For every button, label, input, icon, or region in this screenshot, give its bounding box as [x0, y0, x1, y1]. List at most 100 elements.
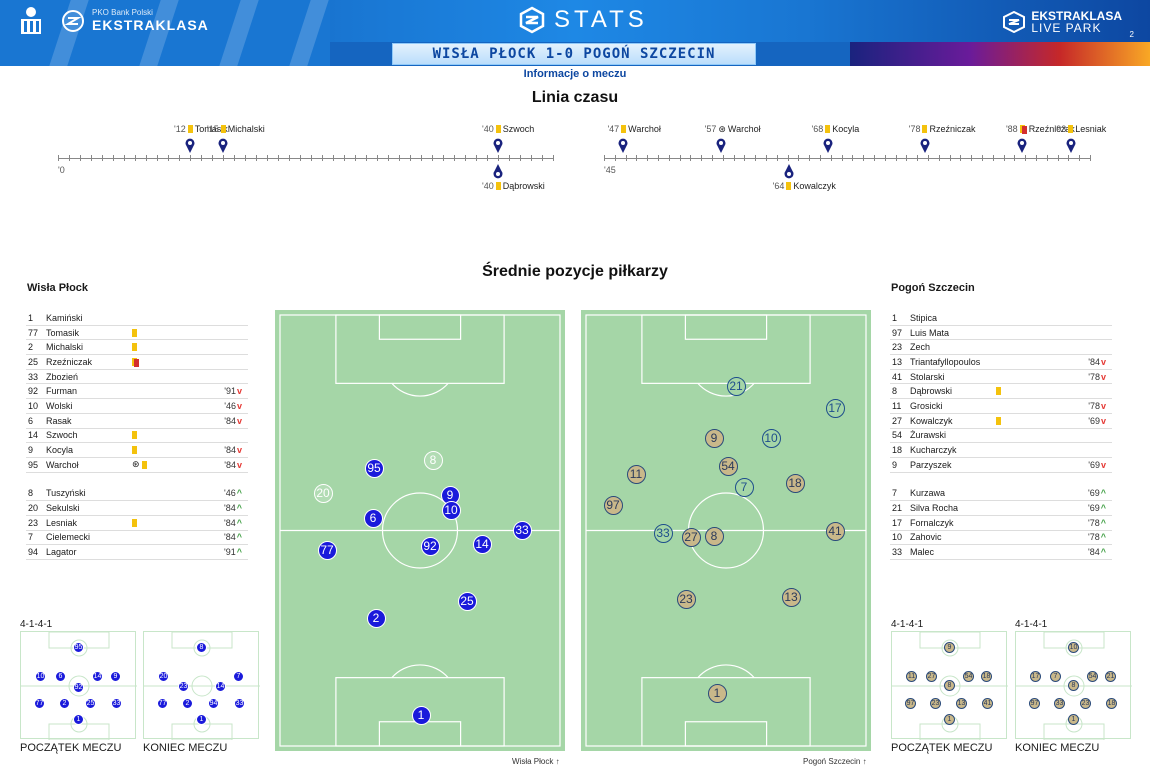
substitution-minute: '84 ^	[1066, 547, 1106, 557]
player-number: 95	[28, 459, 39, 470]
player-number: 14	[28, 430, 39, 441]
squad-row[interactable]: 17 Fornalczyk '78 ^	[890, 516, 1112, 531]
timeline-away-event-pin[interactable]	[784, 164, 794, 179]
player-position-marker[interactable]: 95	[364, 458, 384, 478]
timeline-home-event-pin[interactable]	[493, 138, 503, 153]
substitution-time: '69	[1088, 459, 1100, 470]
player-position-marker[interactable]: 41	[825, 521, 845, 541]
timeline-home-event-pin[interactable]	[218, 138, 228, 153]
squad-row[interactable]: 41 Stolarski '78 v	[890, 370, 1112, 385]
player-position-marker[interactable]: 10	[441, 500, 461, 520]
squad-row[interactable]: 14 Szwoch	[26, 429, 248, 444]
squad-row[interactable]: 11 Grosicki '78 v	[890, 399, 1112, 414]
player-position-marker[interactable]: 11	[626, 464, 646, 484]
player-position-marker[interactable]: 17	[825, 398, 845, 418]
squad-row[interactable]: 10 Zahovic '78 ^	[890, 531, 1112, 546]
squad-row[interactable]: 6 Rasak '84 v	[26, 414, 248, 429]
squad-row[interactable]: 77 Tomasik	[26, 326, 248, 341]
player-number: 27	[892, 415, 903, 426]
squad-row[interactable]: 8 Tuszyński '46 ^	[26, 487, 248, 502]
squad-row[interactable]: 10 Wolski '46 v	[26, 399, 248, 414]
timeline-tick	[520, 155, 521, 161]
player-number: 8	[892, 386, 898, 397]
squad-row[interactable]: 97 Luis Mata	[890, 326, 1112, 341]
match-info-link[interactable]: Informacje o meczu	[523, 68, 627, 80]
player-position-marker[interactable]: 9	[704, 428, 724, 448]
event-minute: '57	[704, 124, 717, 134]
timeline-tick	[388, 155, 389, 161]
squad-row[interactable]: 8 Dąbrowski	[890, 384, 1112, 400]
timeline-axis-first-half	[58, 158, 553, 159]
player-position-marker[interactable]: 18	[785, 473, 805, 493]
event-player-name: Michalski	[227, 124, 265, 134]
player-position-marker[interactable]: 7	[734, 477, 754, 497]
yellow-card-icon	[220, 125, 226, 133]
squad-row[interactable]: 25 Rzeźniczak	[26, 355, 248, 370]
player-position-marker[interactable]: 1	[707, 683, 727, 703]
squad-row[interactable]: 7 Cielemecki '84 ^	[26, 531, 248, 546]
mini-player-marker: 33	[234, 698, 245, 709]
squad-row[interactable]: 9 Kocyla '84 v	[26, 443, 248, 458]
timeline-home-event-pin[interactable]	[823, 138, 833, 153]
player-position-marker[interactable]: 20	[313, 483, 333, 503]
player-position-marker[interactable]: 21	[726, 376, 746, 396]
timeline-home-event-pin[interactable]	[1017, 138, 1027, 153]
sub-out-arrow-icon: v	[1100, 415, 1106, 426]
timeline-tick	[874, 155, 875, 161]
player-position-marker[interactable]: 92	[420, 536, 440, 556]
squad-row[interactable]: 54 Żurawski	[890, 429, 1112, 444]
player-position-marker[interactable]: 13	[781, 587, 801, 607]
timeline-home-event-pin[interactable]	[920, 138, 930, 153]
player-position-marker[interactable]: 77	[317, 540, 337, 560]
player-position-marker[interactable]: 14	[472, 534, 492, 554]
squad-row[interactable]: 95 Warchoł ⊛ '84 v	[26, 458, 248, 473]
squad-row[interactable]: 1 Kamiński	[26, 311, 248, 326]
squad-row[interactable]: 33 Malec '84 ^	[890, 545, 1112, 560]
player-position-marker[interactable]: 54	[718, 456, 738, 476]
player-position-marker[interactable]: 97	[603, 495, 623, 515]
squad-row[interactable]: 21 Silva Rocha '69 ^	[890, 501, 1112, 516]
player-position-marker[interactable]: 23	[676, 589, 696, 609]
squad-row[interactable]: 33 Zbozień	[26, 370, 248, 385]
squad-row[interactable]: 23 Lesniak '84 ^	[26, 516, 248, 531]
timeline-home-event-pin[interactable]	[618, 138, 628, 153]
player-position-marker[interactable]: 27	[681, 527, 701, 547]
event-player-name: Tomasik	[194, 124, 228, 134]
home-caption-start: POCZĄTEK MECZU	[20, 742, 122, 754]
squad-row[interactable]: 20 Sekulski '84 ^	[26, 501, 248, 516]
player-position-marker[interactable]: 6	[363, 508, 383, 528]
squad-row[interactable]: 9 Parzyszek '69 v	[890, 458, 1112, 473]
squad-row[interactable]: 7 Kurzawa '69 ^	[890, 487, 1112, 502]
timeline-home-event-label: '68 Kocyla	[812, 124, 860, 134]
squad-row[interactable]: 27 Kowalczyk '69 v	[890, 414, 1112, 429]
squad-row[interactable]: 92 Furman '91 v	[26, 384, 248, 400]
player-position-marker[interactable]: 2	[366, 608, 386, 628]
squad-row[interactable]: 94 Lagator '91 ^	[26, 545, 248, 560]
squad-row[interactable]: 18 Kucharczyk	[890, 443, 1112, 458]
player-position-marker[interactable]: 33	[512, 520, 532, 540]
timeline-tick	[766, 155, 767, 161]
player-position-marker[interactable]: 8	[704, 526, 724, 546]
player-name: Grosicki	[910, 400, 943, 411]
player-position-marker[interactable]: 10	[761, 428, 781, 448]
player-position-marker[interactable]: 8	[423, 450, 443, 470]
player-position-marker[interactable]: 1	[411, 705, 431, 725]
player-name: Fornalczyk	[910, 517, 954, 528]
event-player-name: Kocyla	[832, 124, 860, 134]
player-number: 2	[28, 342, 34, 353]
timeline-home-event-pin[interactable]	[185, 138, 195, 153]
substitution-time: '91	[224, 386, 236, 397]
squad-row[interactable]: 1 Stipica	[890, 311, 1112, 326]
substitution-time: '84	[1088, 547, 1100, 558]
player-position-marker[interactable]: 25	[457, 591, 477, 611]
squad-row[interactable]: 13 Triantafyllopoulos '84 v	[890, 355, 1112, 370]
mini-player-marker: 8	[196, 642, 207, 653]
squad-row[interactable]: 2 Michalski	[26, 340, 248, 356]
mini-player-marker: 8	[1068, 680, 1079, 691]
player-position-marker[interactable]: 33	[653, 523, 673, 543]
timeline-home-event-pin[interactable]	[1066, 138, 1076, 153]
score-line: WISŁA PŁOCK 1-0 POGOŃ SZCZECIN	[432, 46, 716, 62]
timeline-away-event-pin[interactable]	[493, 164, 503, 179]
squad-row[interactable]: 23 Zech	[890, 340, 1112, 356]
timeline-home-event-pin[interactable]	[716, 138, 726, 153]
